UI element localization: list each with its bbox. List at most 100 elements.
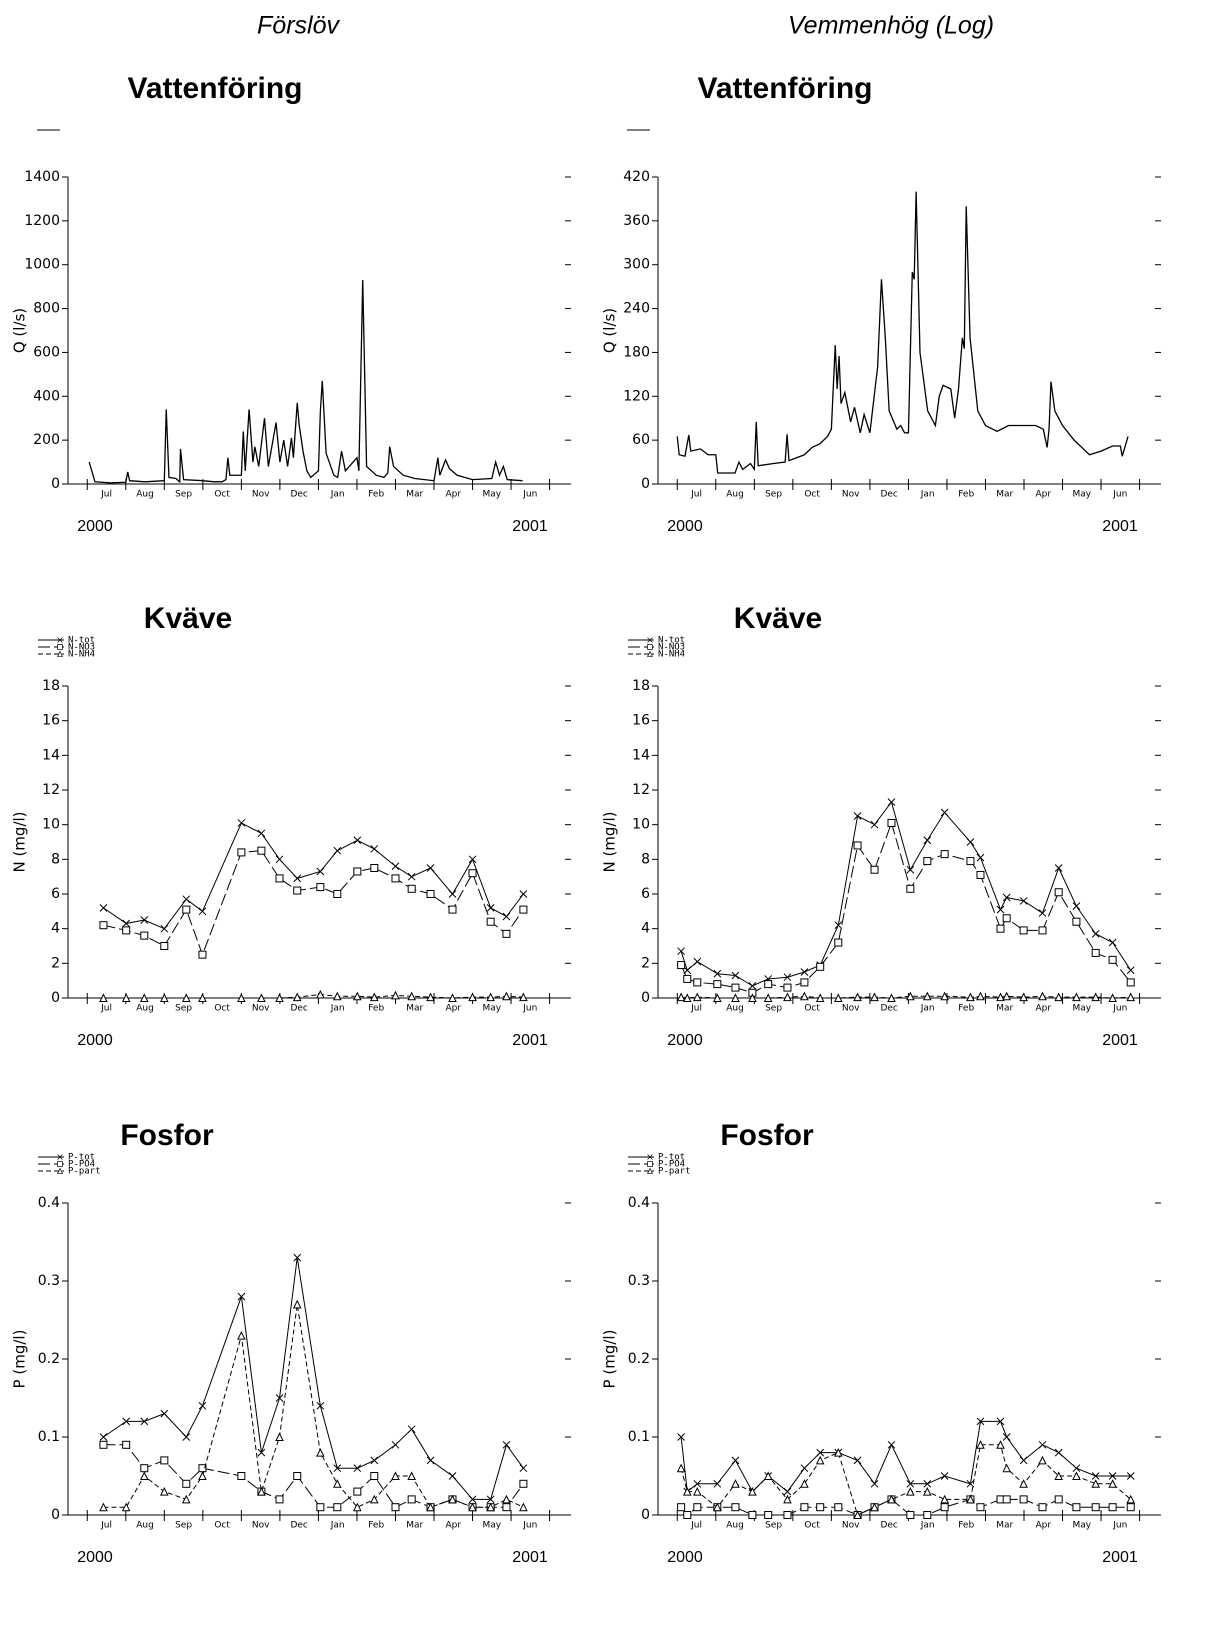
marker [1126,1472,1135,1480]
y-tick-label: 0.2 [38,1351,60,1367]
x-tick-label: Jun [522,1004,537,1014]
marker [713,1502,722,1512]
x-tick-label: Feb [958,490,974,500]
marker [834,1503,843,1512]
x-tick-label: Oct [804,1521,820,1531]
y-tick-label: 0.1 [628,1429,650,1445]
marker [139,993,149,1002]
marker [257,846,266,855]
marker [468,1495,477,1504]
legend-label: N-tot [658,636,685,646]
marker [122,1417,131,1426]
marker [293,1253,302,1262]
marker [1072,1471,1081,1480]
marker [160,1486,169,1496]
marker [182,1433,191,1441]
marker [800,1464,809,1473]
marker [448,905,457,914]
marker [996,1417,1005,1426]
y-tick-label: 14 [42,747,60,763]
x-tick-label: Apr [1035,1521,1051,1531]
marker [99,1433,108,1441]
marker [198,1401,207,1410]
x-tick-label: Aug [726,1004,744,1014]
x-tick-label: Mar [996,1521,1013,1531]
marker [833,1447,843,1457]
year-label: 2000 [667,1549,703,1566]
marker [237,819,246,827]
marker [1019,1495,1028,1504]
marker [486,992,495,1002]
marker [693,978,702,987]
marker [407,1495,416,1504]
x-tick-label: Aug [136,1521,154,1531]
y-tick-label: 0 [641,476,650,492]
marker [1072,1503,1081,1512]
marker [887,993,896,1002]
marker [121,993,131,1002]
y-tick-label: 600 [33,344,60,360]
marker [407,1425,416,1434]
x-tick-label: Nov [252,1521,270,1531]
marker [140,931,149,940]
marker [815,993,825,1002]
chart-title: Vattenföring [697,72,872,105]
x-tick-label: Jul [100,1004,112,1014]
marker [783,973,792,982]
legend-label: N-NH4 [658,650,685,660]
y-axis-label: Q (l/s) [11,308,29,353]
marker [293,1472,302,1480]
x-tick-label: Dec [290,490,307,500]
marker [275,993,284,1002]
marker [1019,897,1028,905]
marker [391,874,400,883]
y-tick-label: 1400 [24,169,60,185]
y-tick-label: 0 [51,476,60,492]
marker [682,1486,692,1496]
x-tick-label: Jan [330,490,345,500]
marker [1108,1472,1117,1480]
marker [713,993,722,1002]
marker [486,904,495,912]
y-tick-label: 10 [42,817,60,833]
marker [731,983,740,992]
y-tick-label: 2 [641,955,650,971]
x-tick-label: Feb [958,1521,974,1531]
x-tick-label: Apr [445,1004,461,1014]
marker [923,1511,932,1519]
x-tick-label: May [482,1521,501,1531]
marker [502,1503,511,1512]
marker [257,1448,266,1457]
legend-label: P-part [658,1167,691,1177]
marker [237,1472,246,1480]
year-label: 2001 [512,1032,548,1049]
series-line [680,1498,1131,1516]
y-tick-label: 0.3 [628,1273,650,1289]
legend-label: P-PO4 [658,1160,685,1170]
marker [677,947,685,956]
marker [976,991,985,1001]
x-tick-label: May [1072,1004,1091,1014]
marker [333,846,342,855]
marker [122,1440,131,1449]
x-tick-label: Jun [1112,490,1127,500]
marker [333,1464,342,1473]
marker [693,1479,702,1488]
series-line [103,850,524,957]
marker [99,1502,108,1512]
marker [833,993,843,1002]
marker [966,992,975,1002]
x-tick-label: Feb [368,1004,384,1014]
marker [834,938,843,947]
marker [1108,993,1117,1002]
marker [713,1479,722,1488]
marker [677,961,686,970]
marker [713,980,722,989]
year-label: 2000 [667,1032,703,1049]
marker [682,993,692,1002]
marker [502,1494,511,1504]
x-tick-label: Sep [765,1521,782,1531]
marker [906,1511,915,1519]
marker [1091,1479,1100,1488]
marker [783,1487,792,1496]
